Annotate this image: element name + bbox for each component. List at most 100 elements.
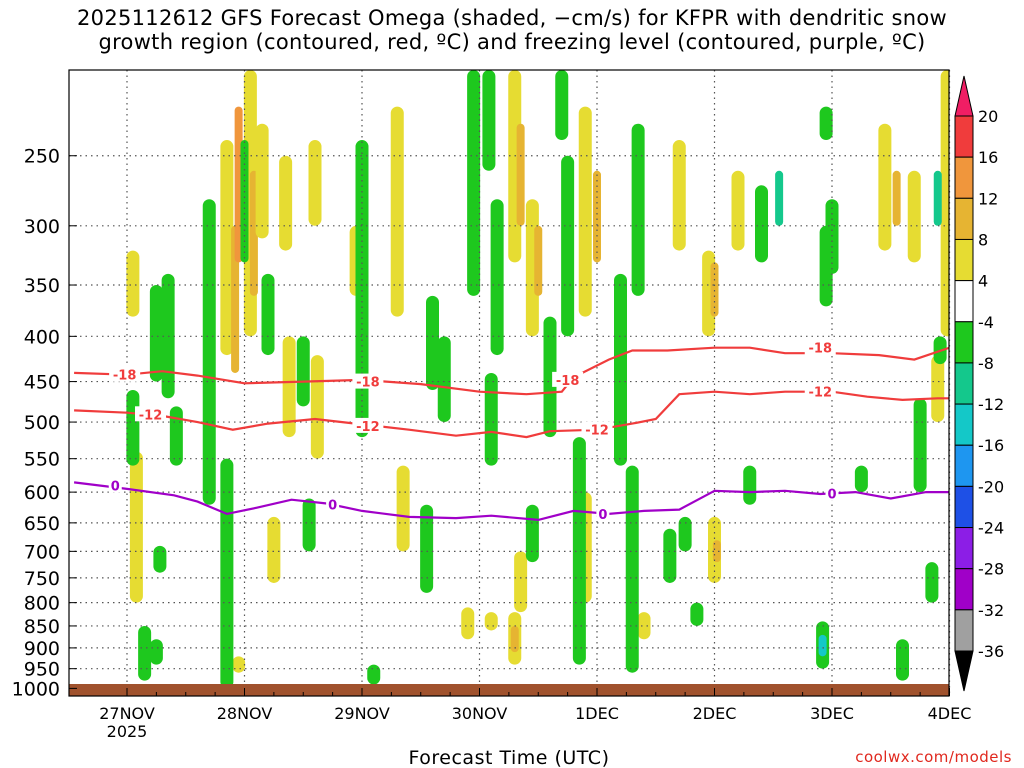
omega-blob-35 (282, 336, 296, 438)
y-tick-label-850: 850 (24, 616, 60, 638)
omega-blob-16 (514, 551, 528, 613)
omega-blob-13 (534, 225, 543, 296)
omega-blob-76 (925, 562, 939, 603)
contour-label-bg-9 (326, 496, 340, 512)
omega-blob-82 (126, 390, 140, 466)
y-tick-label-500: 500 (24, 412, 60, 434)
chart-title: 2025112612 GFS Forecast Omega (shaded, −… (0, 6, 1024, 54)
colorbar-label-10: -24 (978, 519, 1004, 538)
y-tick-label-300: 300 (24, 216, 60, 238)
contour-label-2: -18 (556, 374, 580, 389)
y-tick-label-700: 700 (24, 541, 60, 563)
omega-blob-27 (907, 170, 921, 263)
omega-blob-49 (302, 498, 316, 552)
y-tick-label-1000: 1000 (12, 678, 60, 700)
omega-blob-6 (279, 155, 293, 251)
colorbar-top-arrow (954, 75, 974, 117)
omega-blob-25 (878, 123, 892, 251)
contour-label-bg-3 (804, 339, 836, 355)
colorbar-box-5 (954, 321, 974, 364)
omega-blob-74 (933, 170, 942, 226)
omega-blob-59 (561, 155, 575, 337)
contour-label-bg-7 (804, 383, 836, 399)
contour-label-5: -12 (356, 420, 380, 435)
omega-blob-48 (296, 336, 310, 407)
y-tick-label-250: 250 (24, 146, 60, 168)
omega-blob-65 (755, 185, 768, 263)
omega-blob-9 (396, 465, 410, 552)
contour-label-bg-4 (135, 406, 166, 422)
y-tick-label-600: 600 (24, 482, 60, 504)
contour-label-bg-2 (552, 371, 584, 387)
x-tick-label-7: 4DEC (928, 704, 972, 723)
chart-title-line-2: growth region (contoured, red, ºC) and f… (98, 30, 926, 54)
y-tick-label-350: 350 (24, 275, 60, 297)
omega-blob-5 (255, 123, 269, 239)
omega-blob-78 (678, 516, 692, 552)
omega-blob-44 (169, 406, 183, 466)
omega-blob-83 (153, 545, 167, 573)
contour-label-bg-1 (352, 373, 384, 389)
x-tick-label-6: 3DEC (810, 704, 854, 723)
x-axis-title: Forecast Time (UTC) (409, 747, 610, 768)
x-tick-label-4: 1DEC (575, 704, 619, 723)
omega-blob-20 (672, 140, 686, 251)
contour-label-4: -12 (139, 408, 163, 423)
contour-label-bg-6 (581, 421, 613, 437)
credit-text: coolwx.com/models (855, 748, 1012, 766)
omega-blob-46 (240, 140, 249, 263)
chart-title-line-1: 2025112612 GFS Forecast Omega (shaded, −… (77, 6, 947, 30)
y-tick-label-650: 650 (24, 513, 60, 535)
x-tick-label-0: 27NOV (99, 704, 155, 723)
omega-blob-72 (896, 639, 909, 681)
colorbar-box-3 (954, 238, 974, 282)
contour-label-8: 0 (111, 480, 120, 495)
omega-blob-52 (426, 295, 439, 391)
x-tick-label-5: 2DEC (693, 704, 737, 723)
y-tick-label-900: 900 (24, 638, 60, 660)
contour-label-11: 0 (827, 487, 836, 502)
omega-blob-54 (467, 70, 481, 296)
colorbar-label-4: 4 (978, 272, 988, 291)
colorbar-box-6 (954, 362, 974, 405)
contour-label-7: -12 (809, 386, 833, 401)
omega-blob-58 (543, 316, 557, 438)
omega-blob-84 (149, 639, 163, 665)
omega-blob-8 (390, 106, 404, 317)
omega-blob-55 (490, 199, 504, 356)
colorbar-label-12: -32 (978, 601, 1004, 620)
omega-blob-24 (731, 170, 745, 251)
omega-blob-39 (126, 250, 140, 317)
omega-blob-38 (129, 451, 143, 603)
omega-blob-29 (461, 607, 475, 640)
contour-labels: -18 -18 -18 -18 -12 -12 -12 -12 0 0 0 0 (108, 339, 839, 523)
omega-blob-62 (625, 465, 639, 673)
omega-blob-73 (913, 398, 927, 493)
omega-blob-1 (231, 225, 240, 373)
omega-blob-86 (555, 70, 569, 141)
omega-blob-61 (614, 273, 627, 466)
omega-blob-11 (516, 123, 525, 226)
contour-label-9: 0 (328, 499, 337, 514)
omega-blob-71 (818, 634, 827, 657)
omega-blob-26 (892, 170, 901, 226)
contour-label-10: 0 (598, 508, 607, 523)
omega-blob-51 (420, 504, 434, 593)
y-tick-label-550: 550 (24, 449, 60, 471)
x-tick-label-2: 29NOV (334, 704, 390, 723)
omega-blob-7 (308, 140, 322, 226)
omega-blob-85 (819, 106, 833, 141)
omega-blob-30 (484, 612, 498, 631)
y-tick-label-950: 950 (24, 659, 60, 681)
omega-blob-28 (931, 355, 945, 423)
contour-line-2 (73, 481, 949, 522)
colorbar-box-11 (954, 568, 974, 611)
colorbar-label-3: 8 (978, 230, 988, 249)
omega-blob-79 (690, 602, 704, 626)
contour-label-1: -18 (356, 376, 380, 391)
colorbar-box-10 (954, 527, 974, 570)
omega-blob-53 (437, 336, 451, 423)
contour-label-3: -18 (809, 342, 833, 357)
omega-blob-32 (940, 70, 949, 337)
x-tick-label-3: 30NOV (452, 704, 508, 723)
